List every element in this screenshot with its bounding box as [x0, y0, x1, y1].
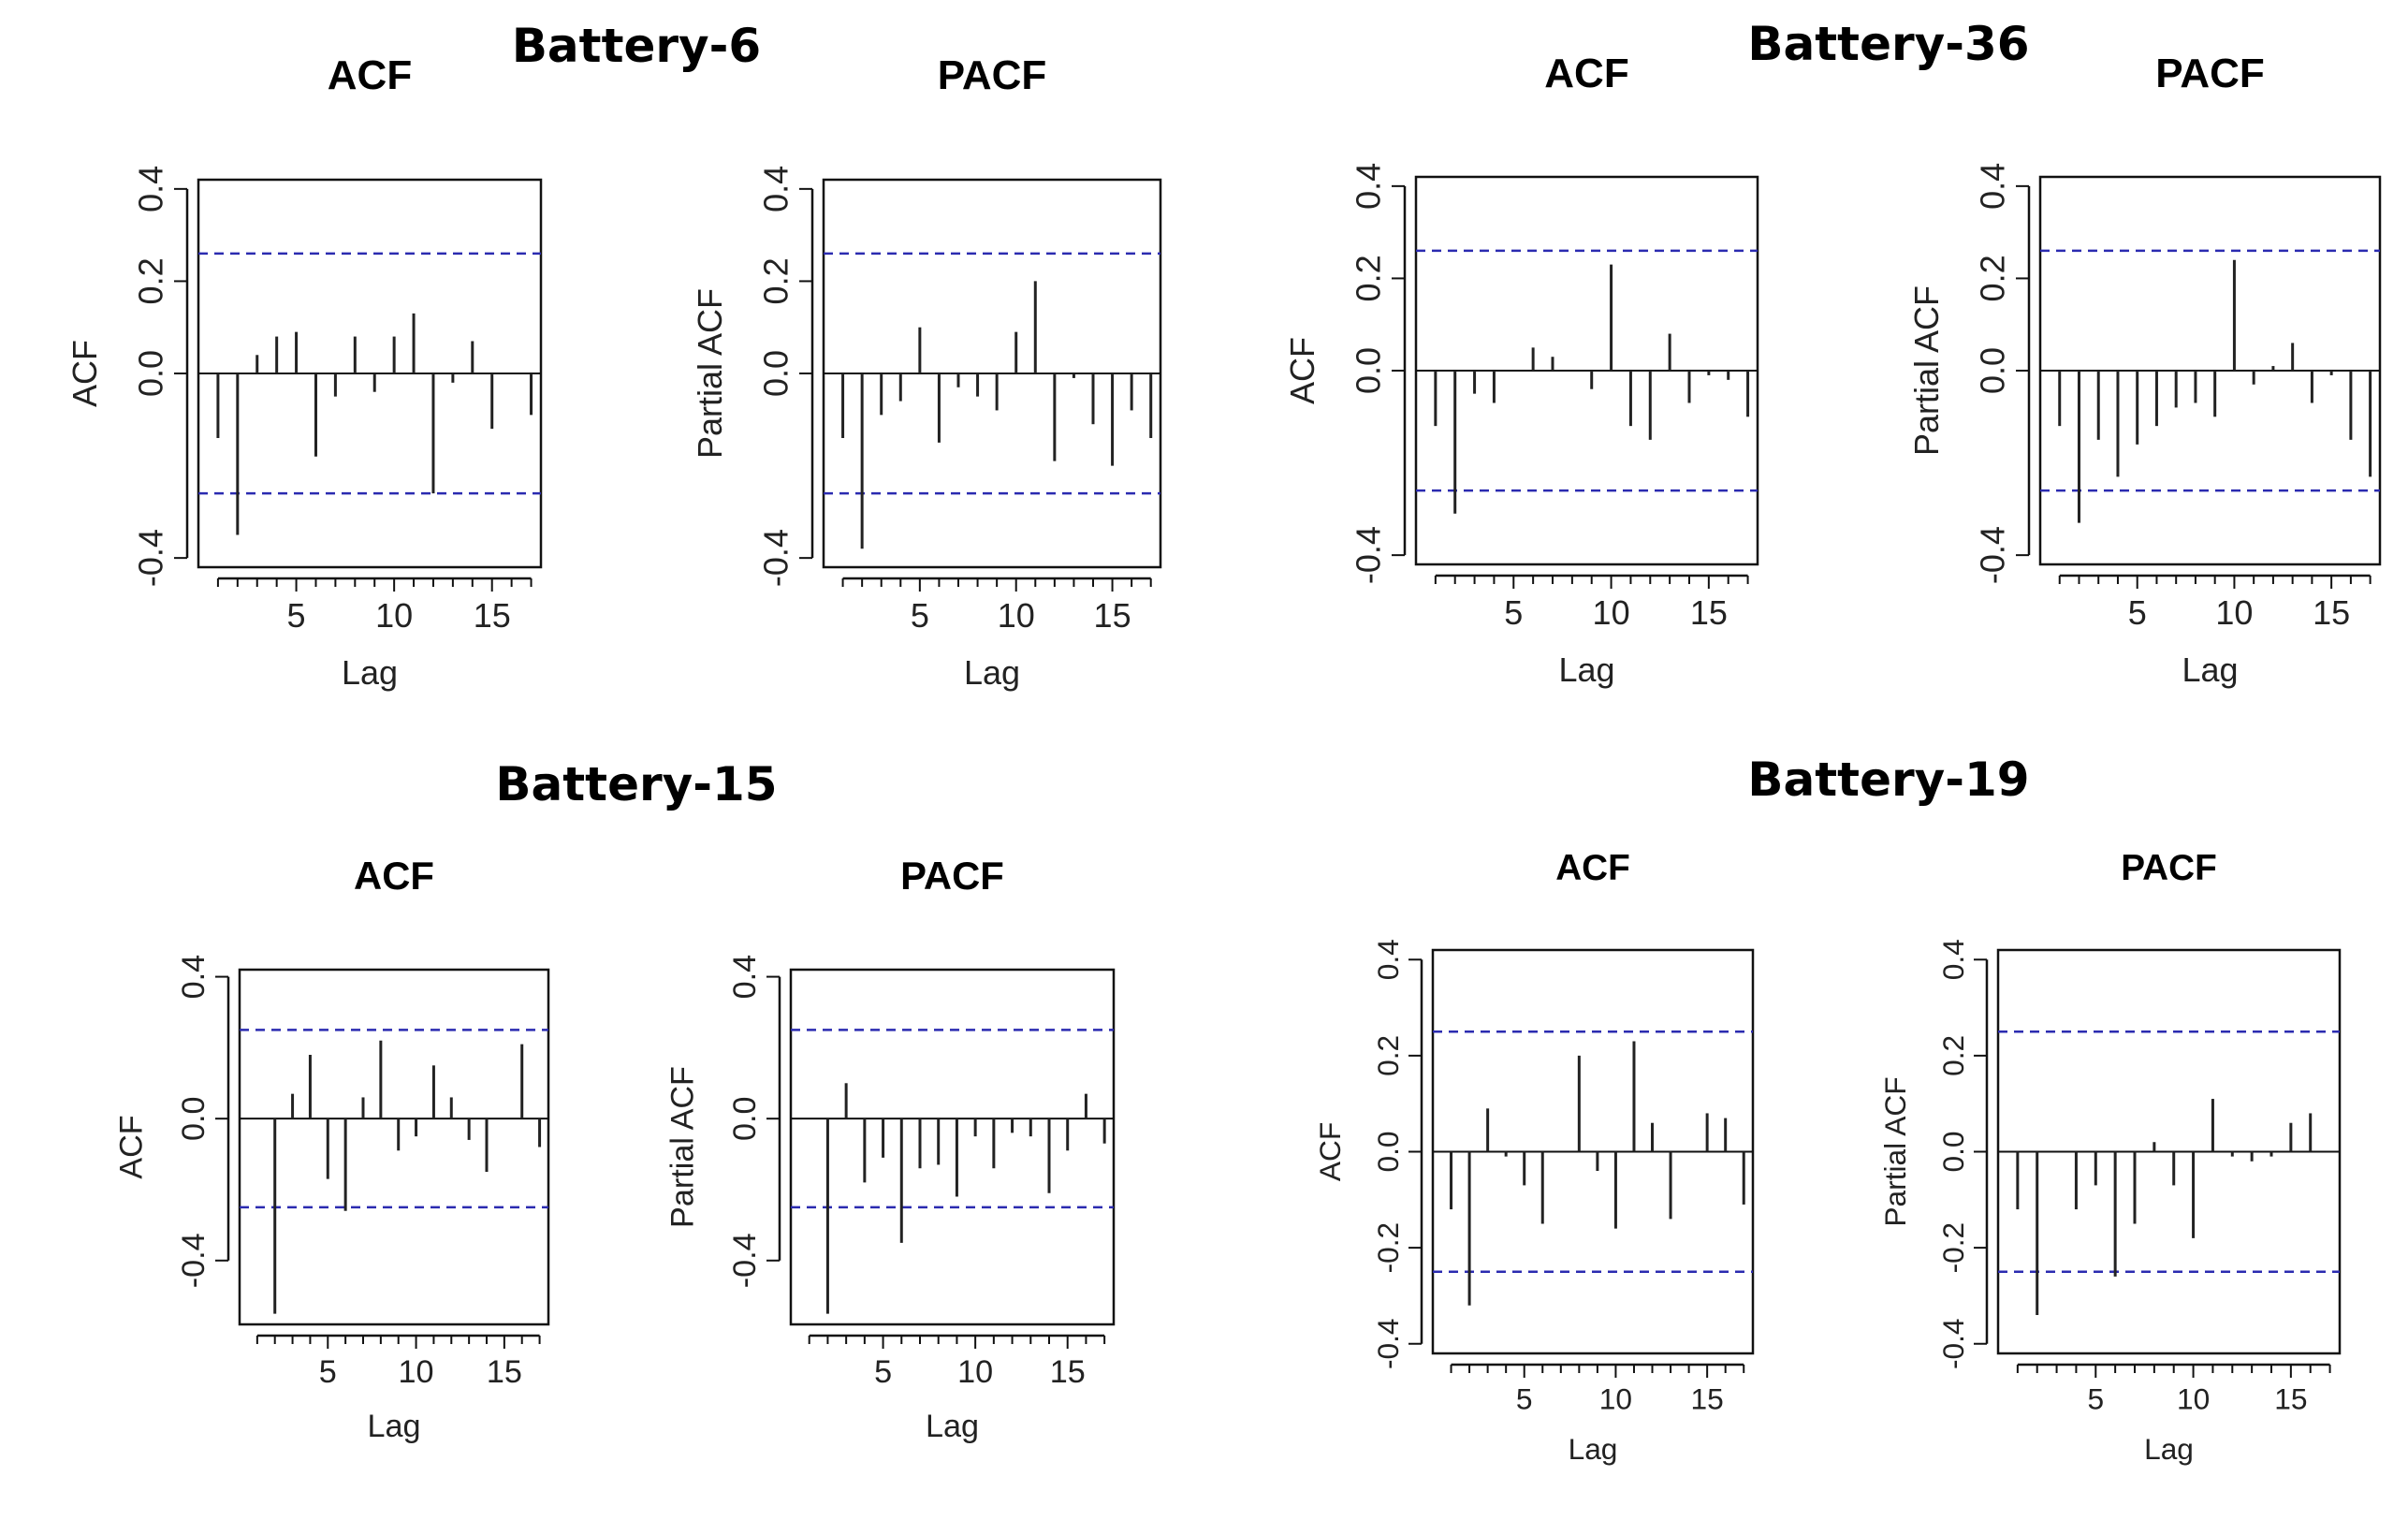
x-axis-label: Lag [1558, 650, 1614, 689]
plot-title: ACF [328, 52, 412, 98]
y-tick-label: 0.0 [176, 1096, 212, 1141]
panel-battery-19-acf: ACF 5 10 15 Lag -0.4 -0.2 0.0 0.2 0.4 ACF [1313, 848, 1755, 1466]
panel-battery-15-pacf: PACF 5 10 15 Lag -0.4 0.0 0.4 Partial ACF [664, 854, 1116, 1444]
y-tick-label: 0.4 [727, 955, 763, 1000]
y-tick-label: 0.4 [1349, 163, 1387, 210]
x-tick-label: 15 [474, 596, 511, 635]
x-tick-label: 15 [1094, 596, 1131, 635]
plot-title: ACF [1555, 848, 1630, 888]
y-tick-label: 0.0 [1349, 347, 1387, 394]
x-axis-label: Lag [2182, 650, 2238, 689]
x-tick-label: 15 [1050, 1354, 1086, 1390]
y-tick-label: 0.4 [756, 166, 795, 212]
panel-battery-6-acf: ACF 5 10 15 Lag -0.4 0.0 0.2 0.4 ACF [66, 52, 543, 692]
plot-title: PACF [2155, 51, 2265, 96]
y-tick-label: 0.0 [1936, 1131, 1970, 1172]
y-tick-label: -0.4 [727, 1233, 763, 1288]
x-tick-label: 5 [319, 1354, 337, 1390]
plot-title: ACF [354, 854, 434, 898]
y-tick-label: 0.2 [131, 257, 169, 304]
panel-battery-36-pacf: PACF 5 10 15 Lag -0.4 0.0 0.2 0.4 Partial ACF [1907, 51, 2382, 689]
plot-title: ACF [1544, 51, 1628, 96]
panel-battery-15-acf: ACF 5 10 15 Lag -0.4 0.0 0.4 ACF [113, 854, 550, 1444]
plot-frame [789, 968, 1116, 1326]
y-tick-label: -0.2 [1371, 1222, 1405, 1274]
x-tick-label: 15 [487, 1354, 522, 1390]
y-tick-label: 0.0 [131, 350, 169, 397]
y-tick-label: 0.4 [1973, 163, 2011, 210]
x-tick-label: 10 [399, 1354, 434, 1390]
x-tick-label: 5 [2128, 593, 2147, 632]
panel-battery-6-pacf: PACF 5 10 15 Lag -0.4 0.0 0.2 0.4 Partial ACF [691, 52, 1162, 692]
x-tick-label: 5 [911, 596, 929, 635]
y-tick-label: 0.4 [176, 955, 212, 1000]
group-title-battery-15: Battery-15 [495, 757, 777, 811]
x-tick-label: 10 [375, 596, 413, 635]
group-title-battery-6: Battery-6 [512, 19, 761, 73]
x-tick-label: 15 [2274, 1381, 2307, 1415]
plot-title: PACF [938, 52, 1047, 98]
y-axis-label: ACF [1283, 337, 1321, 404]
x-axis-label: Lag [342, 653, 398, 692]
group-title-battery-19: Battery-19 [1747, 753, 2029, 807]
panel-battery-19-pacf: PACF 5 10 15 Lag -0.4 -0.2 0.0 0.2 0.4 Partial ACF [1878, 848, 2342, 1466]
x-tick-label: 10 [998, 596, 1035, 635]
y-axis-label: ACF [113, 1115, 149, 1178]
y-tick-label: 0.4 [131, 166, 169, 212]
y-axis-label: Partial ACF [1907, 285, 1946, 456]
y-axis-label: ACF [66, 340, 104, 407]
group-title-battery-36: Battery-36 [1747, 17, 2029, 71]
y-axis-label: Partial ACF [664, 1066, 700, 1228]
y-axis-label: Partial ACF [1878, 1076, 1912, 1226]
x-axis-label: Lag [2144, 1432, 2194, 1466]
x-axis-label: Lag [1569, 1432, 1618, 1466]
y-tick-label: -0.4 [1936, 1318, 1970, 1369]
plot-title: PACF [2121, 848, 2217, 888]
x-tick-label: 10 [1593, 593, 1630, 632]
x-axis-label: Lag [964, 653, 1020, 692]
x-tick-label: 5 [1516, 1381, 1533, 1415]
y-tick-label: 0.2 [1371, 1035, 1405, 1076]
y-tick-label: -0.4 [176, 1233, 212, 1288]
y-tick-label: -0.2 [1936, 1222, 1970, 1274]
plot-frame [238, 968, 550, 1326]
x-tick-label: 15 [2313, 593, 2350, 632]
plot-title: PACF [900, 854, 1004, 898]
y-tick-label: 0.0 [1973, 347, 2011, 394]
x-axis-label: Lag [367, 1409, 420, 1444]
y-tick-label: 0.0 [1371, 1131, 1405, 1172]
x-tick-label: 15 [1691, 1381, 1724, 1415]
y-tick-label: -0.4 [1973, 526, 2011, 584]
y-tick-label: 0.2 [756, 257, 795, 304]
x-tick-label: 10 [1599, 1381, 1632, 1415]
x-tick-label: 10 [2215, 593, 2253, 632]
y-tick-label: -0.4 [1371, 1318, 1405, 1369]
y-tick-label: 0.4 [1936, 939, 1970, 980]
y-tick-label: 0.4 [1371, 939, 1405, 980]
y-tick-label: 0.0 [727, 1096, 763, 1141]
x-tick-label: 5 [2087, 1381, 2104, 1415]
y-axis-label: ACF [1313, 1122, 1347, 1181]
y-tick-label: 0.2 [1973, 255, 2011, 301]
y-axis-label: Partial ACF [691, 288, 729, 459]
y-tick-label: -0.4 [131, 529, 169, 587]
y-tick-label: -0.4 [756, 529, 795, 587]
y-tick-label: 0.0 [756, 350, 795, 397]
y-tick-label: -0.4 [1349, 526, 1387, 584]
x-tick-label: 10 [957, 1354, 993, 1390]
y-tick-label: 0.2 [1349, 255, 1387, 301]
x-tick-label: 5 [874, 1354, 892, 1390]
y-tick-label: 0.2 [1936, 1035, 1970, 1076]
x-tick-label: 10 [2177, 1381, 2210, 1415]
x-axis-label: Lag [926, 1409, 979, 1444]
panel-battery-36-acf: ACF 5 10 15 Lag -0.4 0.0 0.2 0.4 ACF [1283, 51, 1759, 689]
x-tick-label: 5 [287, 596, 306, 635]
x-tick-label: 15 [1690, 593, 1728, 632]
x-tick-label: 5 [1504, 593, 1523, 632]
